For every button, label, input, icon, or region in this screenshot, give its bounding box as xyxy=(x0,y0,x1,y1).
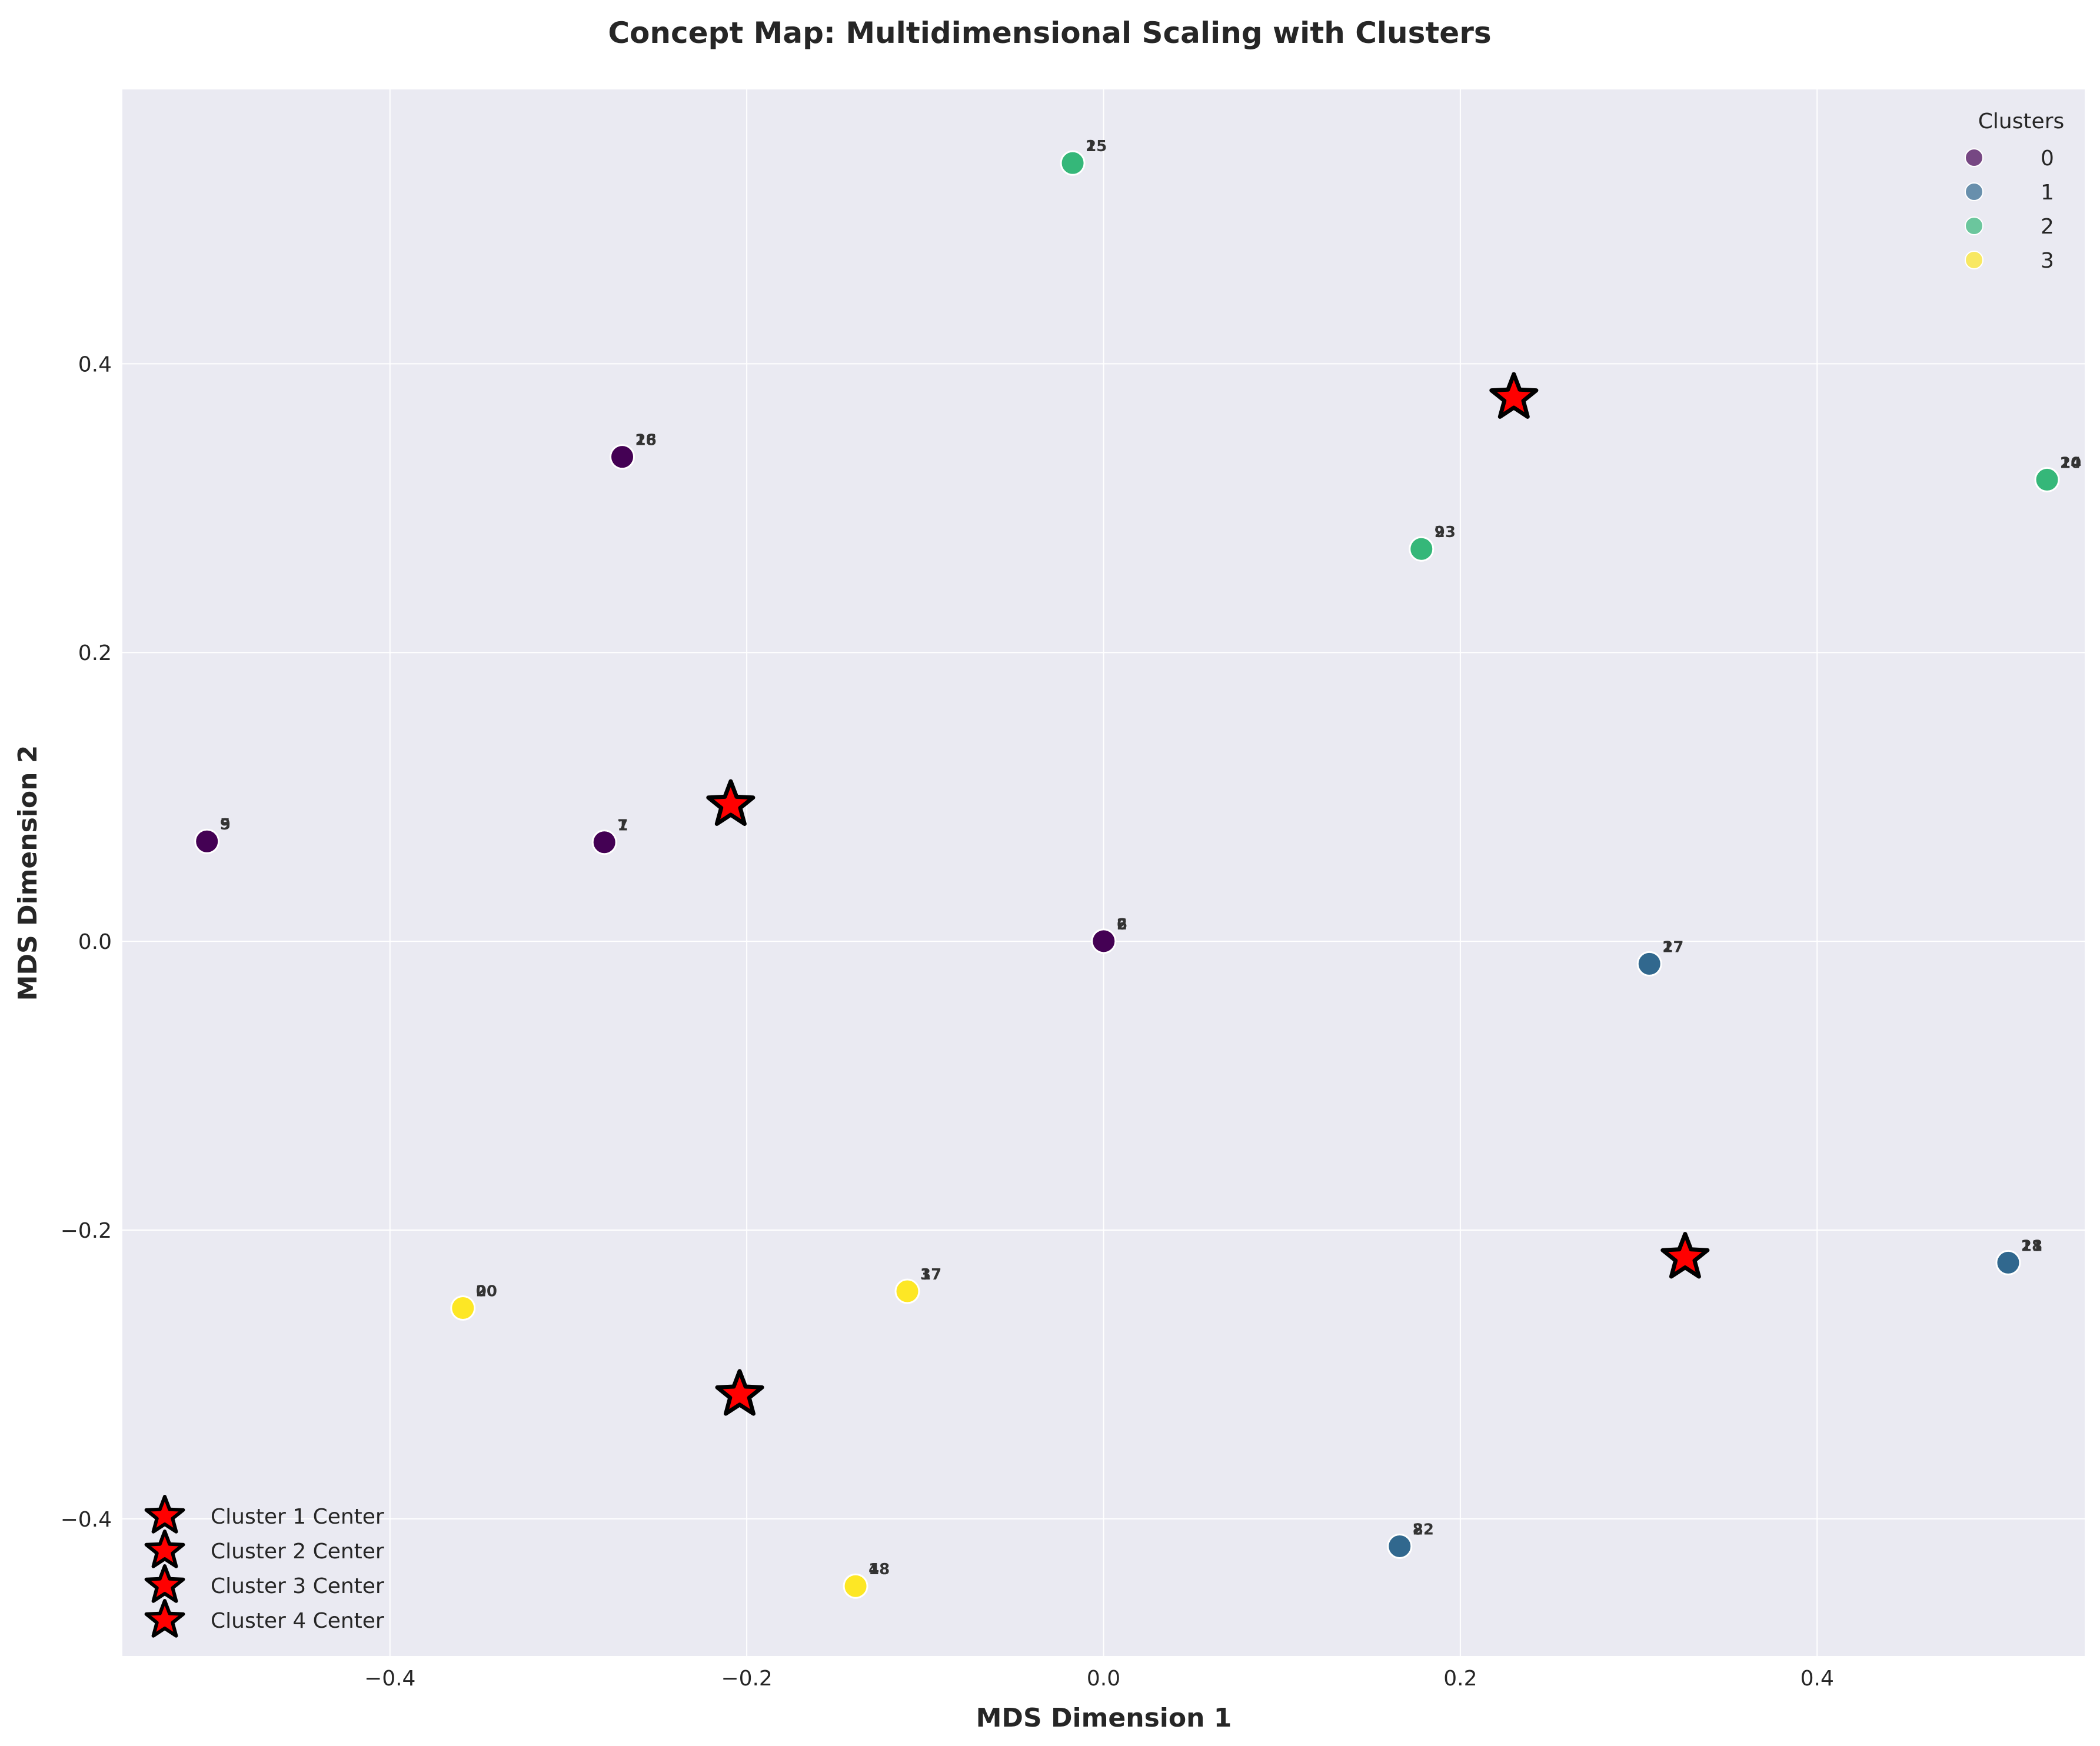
data-point xyxy=(450,1295,476,1321)
data-point xyxy=(1409,536,1435,562)
point-label: 10 xyxy=(2060,454,2081,472)
data-point xyxy=(610,444,635,470)
y-tick-label: 0.4 xyxy=(78,352,112,376)
y-tick-label: −0.4 xyxy=(61,1508,112,1532)
point-label: 22 xyxy=(1413,1521,1434,1538)
cluster-center-star xyxy=(1489,372,1539,419)
center-legend-label: Cluster 1 Center xyxy=(211,1505,384,1529)
center-legend-marker xyxy=(144,1564,185,1603)
point-label: 17 xyxy=(1662,938,1683,956)
point-label: 9 xyxy=(1435,524,1445,541)
cluster-legend-label: 3 xyxy=(2041,249,2054,273)
cluster-legend-marker xyxy=(1965,182,1983,201)
data-point xyxy=(843,1573,868,1599)
point-label: 25 xyxy=(1086,138,1107,155)
cluster-legend-title: Clusters xyxy=(1978,109,2065,134)
data-point xyxy=(1995,1249,2021,1275)
center-legend-marker xyxy=(144,1495,185,1534)
data-point xyxy=(194,828,220,854)
grid-lines xyxy=(122,89,2085,1656)
x-tick-label: 0.2 xyxy=(1443,1667,1477,1691)
point-label: 20 xyxy=(476,1282,497,1300)
y-axis-label: MDS Dimension 2 xyxy=(13,745,43,1001)
center-legend-marker xyxy=(144,1599,185,1638)
point-label: 3 xyxy=(920,1266,931,1284)
data-point xyxy=(894,1278,920,1304)
data-point xyxy=(1091,928,1117,954)
point-label: 0 xyxy=(476,1282,487,1300)
tick-labels: −0.4 −0.2 0.0 0.2 0.4 −0.4 −0.2 0.0 0.2 0.4 xyxy=(61,352,1834,1691)
point-label: 6 xyxy=(1117,916,1127,934)
point-label: 16 xyxy=(635,432,657,449)
center-legend-label: Cluster 4 Center xyxy=(211,1609,384,1633)
point-label: 23 xyxy=(1435,524,1456,541)
point-label: 5 xyxy=(220,816,231,834)
x-tick-label: 0.4 xyxy=(1801,1667,1834,1691)
cluster-legend: Clusters 0 1 2 3 xyxy=(1965,109,2064,273)
cluster-center-star xyxy=(1660,1232,1710,1279)
y-tick-label: −0.2 xyxy=(61,1219,112,1243)
point-label: 2 xyxy=(1117,916,1127,934)
cluster-legend-label: 2 xyxy=(2041,215,2054,239)
cluster-centers xyxy=(706,372,1710,1416)
x-tick-label: −0.4 xyxy=(364,1667,415,1691)
data-point xyxy=(1060,150,1086,176)
point-label: 8 xyxy=(1413,1521,1423,1538)
x-tick-label: −0.2 xyxy=(721,1667,772,1691)
cluster-center-star xyxy=(706,779,756,826)
point-label: 2 xyxy=(1662,938,1673,956)
point-label: 17 xyxy=(920,1266,941,1284)
x-tick-label: 0.0 xyxy=(1087,1667,1120,1691)
cluster-legend-marker xyxy=(1965,216,1983,235)
point-label: 7 xyxy=(617,817,628,835)
x-axis-label: MDS Dimension 1 xyxy=(976,1703,1232,1733)
chart-title: Concept Map: Multidimensional Scaling wi… xyxy=(608,16,1491,50)
point-label: 1 xyxy=(617,817,628,835)
data-points xyxy=(194,150,2060,1599)
data-point xyxy=(591,829,617,855)
cluster-legend-marker xyxy=(1965,148,1983,167)
point-label: 18 xyxy=(868,1561,890,1578)
data-point xyxy=(2034,467,2060,492)
data-point xyxy=(1387,1533,1413,1559)
point-label: 9 xyxy=(220,816,231,834)
cluster-legend-marker xyxy=(1965,251,1983,269)
center-legend: Cluster 1 Center Cluster 2 Center Cluster … xyxy=(144,1495,384,1638)
y-tick-label: 0.0 xyxy=(78,930,112,954)
cluster-legend-label: 0 xyxy=(2041,146,2054,171)
cluster-center-star xyxy=(715,1369,764,1416)
y-tick-label: 0.2 xyxy=(78,641,112,665)
point-label: 11 xyxy=(2021,1237,2042,1255)
point-label: 24 xyxy=(2060,454,2081,472)
center-legend-label: Cluster 2 Center xyxy=(211,1540,384,1564)
point-label: 28 xyxy=(635,432,657,449)
center-legend-marker xyxy=(144,1530,185,1568)
data-point xyxy=(1636,951,1662,977)
point-label: 4 xyxy=(868,1561,879,1578)
point-label: 28 xyxy=(2021,1237,2042,1255)
cluster-legend-label: 1 xyxy=(2041,181,2054,205)
center-legend-label: Cluster 3 Center xyxy=(211,1574,384,1598)
point-label: 1 xyxy=(1086,138,1096,155)
